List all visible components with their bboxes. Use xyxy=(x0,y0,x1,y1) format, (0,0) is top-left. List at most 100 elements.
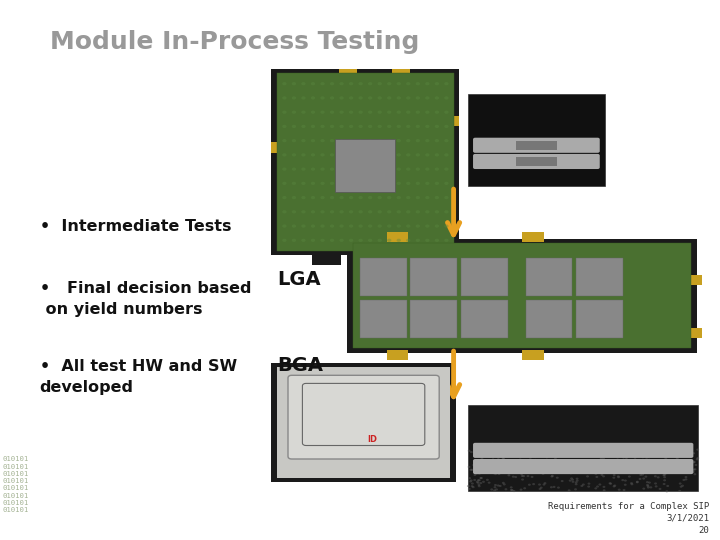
Circle shape xyxy=(561,480,564,482)
Circle shape xyxy=(664,468,667,470)
Circle shape xyxy=(486,470,489,472)
Circle shape xyxy=(477,480,480,482)
Circle shape xyxy=(693,461,696,463)
Circle shape xyxy=(544,482,546,484)
Circle shape xyxy=(415,225,420,228)
Circle shape xyxy=(368,125,372,128)
Circle shape xyxy=(676,462,679,464)
Circle shape xyxy=(590,466,593,468)
Bar xyxy=(516,141,557,150)
Circle shape xyxy=(478,472,481,475)
Circle shape xyxy=(502,458,505,460)
Circle shape xyxy=(678,490,681,492)
Circle shape xyxy=(426,167,430,171)
Circle shape xyxy=(536,447,539,449)
Circle shape xyxy=(512,476,515,478)
Circle shape xyxy=(553,486,556,488)
Circle shape xyxy=(359,167,363,171)
Circle shape xyxy=(330,196,334,199)
Circle shape xyxy=(406,239,410,242)
Circle shape xyxy=(349,196,354,199)
Circle shape xyxy=(613,477,616,479)
Circle shape xyxy=(387,167,392,171)
Circle shape xyxy=(647,487,649,489)
Circle shape xyxy=(521,455,524,457)
Circle shape xyxy=(642,474,644,476)
Circle shape xyxy=(474,470,477,472)
Circle shape xyxy=(543,446,546,448)
Circle shape xyxy=(387,139,392,142)
Circle shape xyxy=(444,125,449,128)
Circle shape xyxy=(497,468,500,470)
Circle shape xyxy=(576,478,579,480)
Circle shape xyxy=(683,469,685,471)
Circle shape xyxy=(320,210,325,213)
Circle shape xyxy=(679,482,682,484)
Circle shape xyxy=(602,475,605,477)
Circle shape xyxy=(292,225,296,228)
Circle shape xyxy=(646,481,649,483)
Circle shape xyxy=(311,196,315,199)
Circle shape xyxy=(682,452,685,454)
Bar xyxy=(680,275,702,285)
Circle shape xyxy=(539,455,541,457)
Circle shape xyxy=(647,460,650,462)
Circle shape xyxy=(658,452,661,454)
Circle shape xyxy=(638,444,641,447)
Circle shape xyxy=(646,460,649,462)
Circle shape xyxy=(491,447,494,449)
Circle shape xyxy=(609,483,612,485)
Text: •  Intermediate Tests: • Intermediate Tests xyxy=(40,219,231,234)
Circle shape xyxy=(330,139,334,142)
Circle shape xyxy=(508,447,511,449)
Circle shape xyxy=(473,479,476,481)
Circle shape xyxy=(495,488,498,490)
Circle shape xyxy=(672,448,675,450)
Circle shape xyxy=(662,483,665,485)
Circle shape xyxy=(663,479,666,481)
Circle shape xyxy=(415,167,420,171)
Circle shape xyxy=(377,196,382,199)
Circle shape xyxy=(292,182,296,185)
Circle shape xyxy=(339,111,343,114)
Circle shape xyxy=(492,458,495,461)
Text: 010101
010101
010101
010101
010101
010101
010101
010101: 010101 010101 010101 010101 010101 01010… xyxy=(3,456,29,513)
Circle shape xyxy=(577,454,580,456)
Circle shape xyxy=(654,448,657,450)
Circle shape xyxy=(689,462,692,464)
Circle shape xyxy=(426,125,430,128)
Circle shape xyxy=(282,82,287,85)
Circle shape xyxy=(415,125,420,128)
Circle shape xyxy=(648,464,651,467)
Circle shape xyxy=(377,111,382,114)
Circle shape xyxy=(282,239,287,242)
Bar xyxy=(271,142,289,153)
Circle shape xyxy=(489,448,492,450)
Circle shape xyxy=(551,475,554,477)
Circle shape xyxy=(476,467,479,469)
Circle shape xyxy=(688,468,690,470)
Circle shape xyxy=(603,489,606,491)
Circle shape xyxy=(282,196,287,199)
Circle shape xyxy=(482,462,485,464)
Circle shape xyxy=(647,468,649,470)
Circle shape xyxy=(495,451,498,453)
Circle shape xyxy=(553,470,556,472)
Circle shape xyxy=(654,485,657,488)
Circle shape xyxy=(681,484,684,487)
Circle shape xyxy=(359,125,363,128)
Circle shape xyxy=(603,450,606,452)
Circle shape xyxy=(636,448,639,450)
Bar xyxy=(387,232,408,242)
Circle shape xyxy=(557,470,560,472)
Circle shape xyxy=(493,486,496,488)
Circle shape xyxy=(644,450,647,452)
Circle shape xyxy=(480,453,482,455)
Circle shape xyxy=(580,462,582,464)
Circle shape xyxy=(387,196,392,199)
Circle shape xyxy=(613,485,616,488)
Circle shape xyxy=(330,153,334,157)
Circle shape xyxy=(377,167,382,171)
Circle shape xyxy=(406,182,410,185)
Circle shape xyxy=(660,443,663,446)
